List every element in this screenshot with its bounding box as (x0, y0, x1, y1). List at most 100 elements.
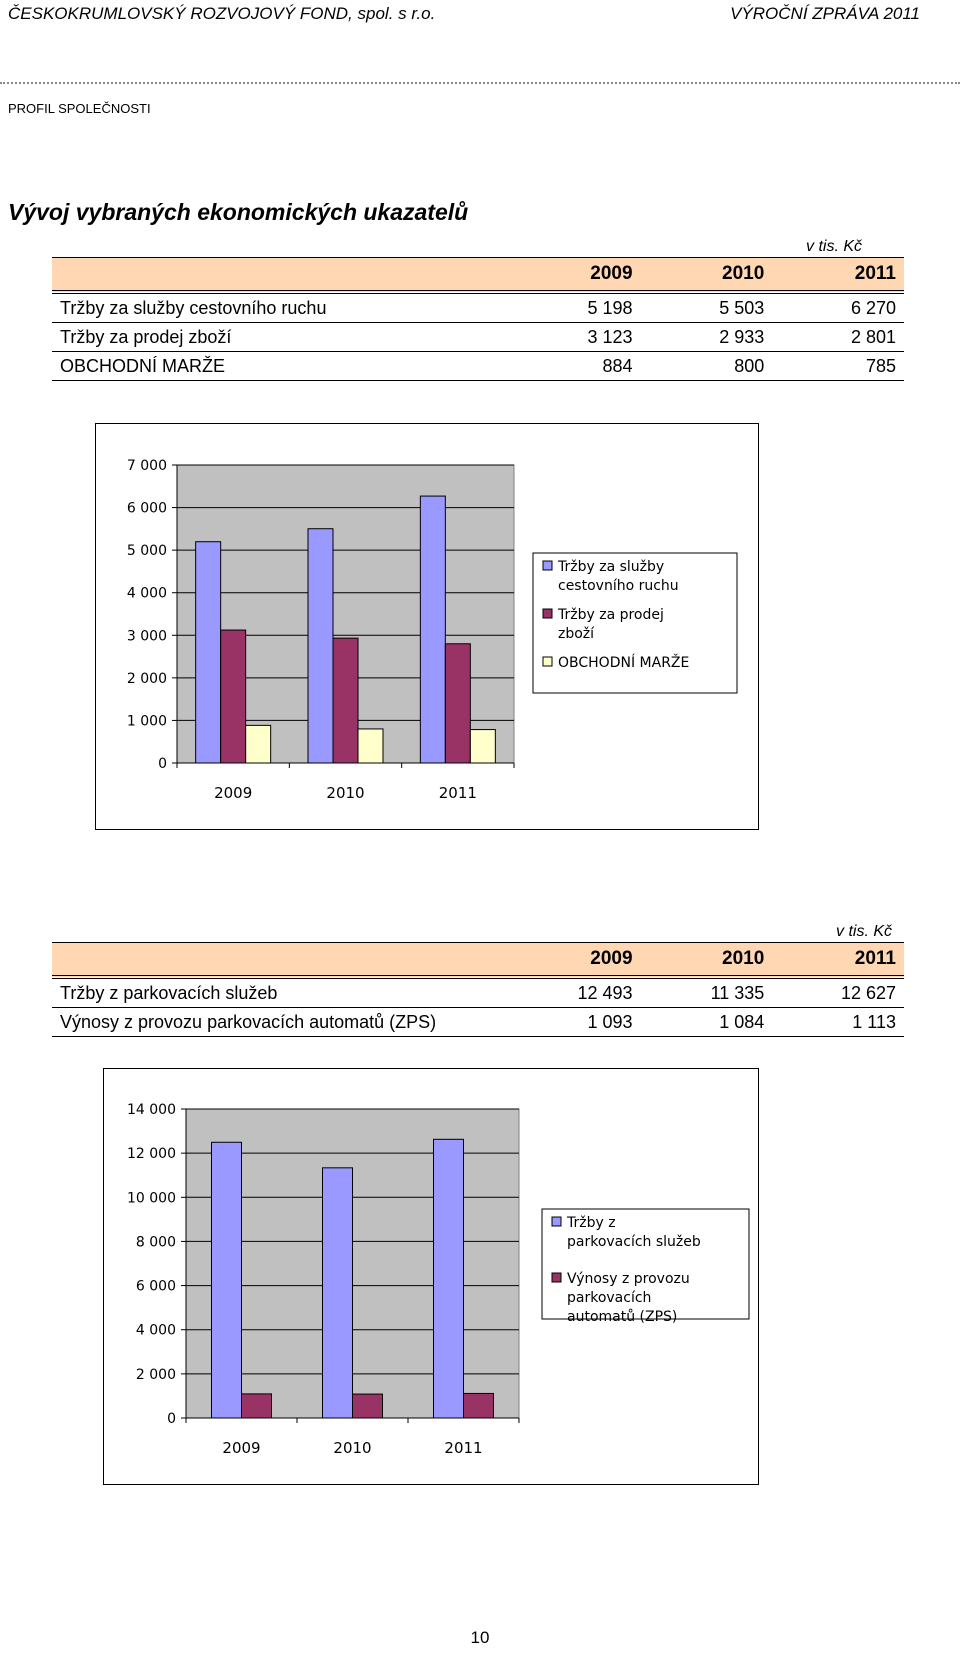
cell-value: 884 (484, 351, 641, 381)
x-tick-label: 2011 (444, 1439, 482, 1457)
legend-label: automatů (ZPS) (567, 1309, 677, 1325)
table-row: OBCHODNÍ MARŽE 884 800 785 (52, 351, 904, 381)
table1-header-empty (52, 257, 485, 294)
legend-label: Výnosy z provozu (567, 1271, 690, 1287)
cell-value: 6 270 (772, 292, 904, 323)
legend-label: Tržby za služby (557, 559, 664, 575)
legend-label: parkovacích služeb (567, 1234, 701, 1250)
row-label: Tržby z parkovacích služeb (52, 977, 485, 1008)
y-tick-label: 1 000 (127, 713, 167, 729)
table1-units: v tis. Kč (806, 238, 863, 255)
row-label: OBCHODNÍ MARŽE (52, 351, 485, 381)
bar (211, 1141, 242, 1419)
chart2: 0 2 000 4 000 6 000 8 000 10 000 12 000 14 000 2… (127, 1102, 750, 1457)
x-tick-label: 2011 (439, 784, 477, 802)
bar (419, 495, 446, 764)
y-tick-label: 12 000 (127, 1146, 176, 1162)
y-tick-label: 4 000 (136, 1323, 176, 1339)
bar (220, 629, 247, 764)
cell-value: 2 933 (640, 322, 773, 352)
legend-label: zboží (558, 626, 595, 642)
legend-box (541, 1208, 750, 1320)
bar (463, 1392, 494, 1419)
bar (433, 1138, 464, 1419)
cell-value: 1 084 (640, 1007, 773, 1037)
section-label: PROFIL SPOLEČNOSTI (8, 101, 151, 116)
bar (352, 1393, 383, 1419)
x-tick-label: 2010 (333, 1439, 371, 1457)
cell-value: 3 123 (484, 322, 641, 352)
table1: 2009 2010 2011 Tržby za služby cestovníh… (52, 257, 904, 381)
legend-swatch (551, 1272, 562, 1283)
legend-label: Tržby za prodej (557, 607, 664, 623)
y-tick-label: 6 000 (127, 501, 167, 517)
table-row: Tržby za prodej zboží 3 123 2 933 2 801 (52, 322, 904, 352)
y-tick-label: 7 000 (127, 458, 167, 474)
legend-label: Tržby z (566, 1215, 616, 1231)
y-tick-label: 14 000 (127, 1102, 176, 1118)
cell-value: 11 335 (640, 977, 773, 1008)
table-row: Tržby z parkovacích služeb 12 493 11 335… (52, 977, 904, 1008)
cell-value: 12 627 (772, 977, 904, 1008)
y-tick-label: 0 (167, 1411, 176, 1427)
bar (357, 728, 384, 764)
table-row: Výnosy z provozu parkovacích automatů (Z… (52, 1007, 904, 1037)
cell-value: 800 (640, 351, 773, 381)
y-tick-label: 5 000 (127, 543, 167, 559)
cell-value: 1 093 (484, 1007, 641, 1037)
table1-year: 2010 (640, 257, 773, 294)
legend-label: cestovního ruchu (558, 578, 679, 594)
legend-swatch (542, 608, 553, 619)
y-tick-label: 3 000 (127, 628, 167, 644)
header-divider (0, 82, 960, 84)
cell-value: 5 503 (640, 292, 773, 323)
legend-label: OBCHODNÍ MARŽE (558, 653, 689, 671)
table2-year: 2010 (640, 942, 773, 979)
legend-swatch (542, 560, 553, 571)
cell-value: 12 493 (484, 977, 641, 1008)
cell-value: 1 113 (772, 1007, 904, 1037)
legend-swatch (542, 656, 553, 667)
y-tick-label: 2 000 (127, 671, 167, 687)
cell-value: 5 198 (484, 292, 641, 323)
chart1: 0 1 000 2 000 3 000 4 000 5 000 6 000 7 000 2009… (127, 458, 738, 802)
page-number: 10 (470, 1628, 490, 1647)
bar (332, 637, 359, 764)
bar (195, 541, 222, 764)
x-tick-label: 2009 (222, 1439, 260, 1457)
table1-year: 2011 (772, 257, 904, 294)
y-tick-label: 2 000 (136, 1367, 176, 1383)
bar (241, 1393, 272, 1419)
x-tick-label: 2009 (214, 784, 252, 802)
legend-label: parkovacích (567, 1290, 651, 1306)
row-label: Výnosy z provozu parkovacích automatů (Z… (52, 1007, 485, 1037)
table-row: Tržby za služby cestovního ruchu 5 198 5… (52, 292, 904, 323)
legend-box (532, 552, 738, 694)
page-title: Vývoj vybraných ekonomických ukazatelů (8, 199, 469, 225)
table2-year: 2009 (484, 942, 641, 979)
table2-year: 2011 (772, 942, 904, 979)
chart2-frame: 0 2 000 4 000 6 000 8 000 10 000 12 000 14 000 2… (103, 1068, 759, 1485)
table1-year: 2009 (484, 257, 641, 294)
table2-header-empty (52, 942, 485, 979)
chart1-frame: 0 1 000 2 000 3 000 4 000 5 000 6 000 7 000 2009… (95, 423, 759, 830)
y-tick-label: 6 000 (136, 1279, 176, 1295)
bar (245, 724, 272, 764)
cell-value: 785 (772, 351, 904, 381)
table2-header-row: 2009 2010 2011 (52, 942, 904, 979)
y-tick-label: 4 000 (127, 586, 167, 602)
y-tick-label: 8 000 (136, 1234, 176, 1250)
row-label: Tržby za prodej zboží (52, 322, 485, 352)
table1-header-row: 2009 2010 2011 (52, 257, 904, 294)
table2-units: v tis. Kč (836, 923, 893, 940)
header-company: ČESKOKRUMLOVSKÝ ROZVOJOVÝ FOND, spol. s … (8, 4, 436, 23)
header-report-title: VÝROČNÍ ZPRÁVA 2011 (730, 4, 920, 23)
y-tick-label: 0 (158, 756, 167, 772)
cell-value: 2 801 (772, 322, 904, 352)
legend-swatch (551, 1216, 562, 1227)
row-label: Tržby za služby cestovního ruchu (52, 292, 485, 323)
x-tick-label: 2010 (326, 784, 364, 802)
table2: 2009 2010 2011 Tržby z parkovacích služe… (52, 942, 904, 1037)
bar (469, 729, 496, 764)
bar (322, 1167, 353, 1419)
